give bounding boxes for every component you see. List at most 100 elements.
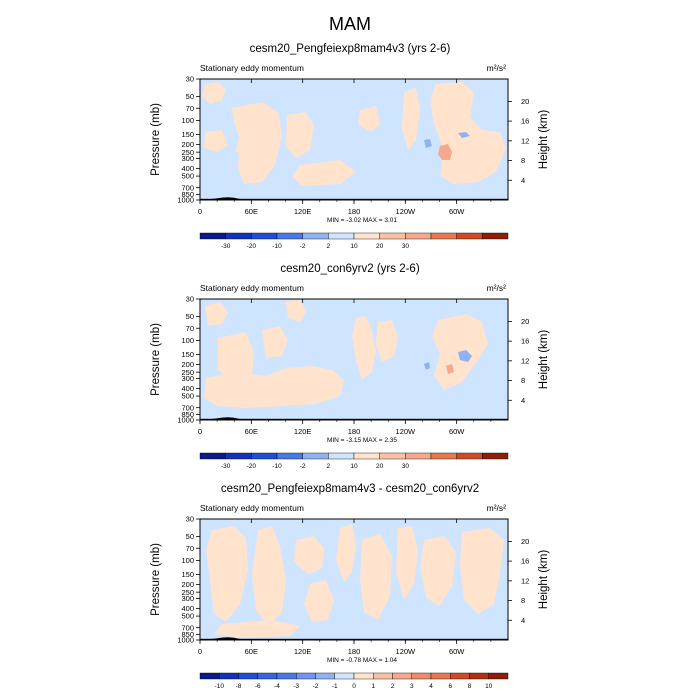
x-tick-label: 60W [449, 427, 465, 436]
contour-patch [424, 362, 430, 370]
y-right-tick-label: 16 [521, 117, 529, 126]
y-right-tick-label: 20 [521, 97, 529, 106]
y-axis-label: Pressure (mb) [150, 103, 162, 176]
min-max-stats: MIN = -3.15 MAX = 2.35 [327, 437, 397, 444]
x-tick-label: 60E [245, 647, 258, 656]
colorbar-swatch [225, 452, 252, 460]
y-tick-label: 500 [181, 172, 194, 181]
y-tick-label: 400 [181, 604, 194, 613]
y-right-tick-label: 4 [521, 616, 525, 625]
panel-title: cesm20_Pengfeiexp8mam4v3 - cesm20_con6yr… [221, 483, 479, 495]
colorbar-swatch [469, 672, 489, 680]
contour-patch [262, 326, 288, 358]
colorbar-label: -2 [313, 683, 319, 690]
colorbar-label: -2 [300, 243, 306, 250]
y-right-tick-label: 16 [521, 337, 529, 346]
contour-patch [205, 302, 228, 326]
x-tick-label: 180 [348, 647, 361, 656]
colorbar-swatch [276, 232, 303, 240]
figure-title: MAM [329, 14, 371, 34]
colorbar-swatch [334, 672, 355, 680]
x-tick-label: 120E [294, 427, 312, 436]
y-tick-label: 200 [181, 360, 194, 369]
y-right-axis-label: Height (km) [538, 110, 550, 170]
y-tick-label: 30 [186, 515, 194, 524]
colorbar-swatch [379, 232, 406, 240]
colorbar-label: 10 [350, 463, 358, 470]
contour-patch [202, 82, 226, 104]
contour-patch [458, 132, 470, 138]
contour-patch [232, 102, 282, 184]
contour-patch [252, 526, 286, 626]
panels: cesm20_Pengfeiexp8mam4v3 (yrs 2-6) Statio… [150, 43, 550, 690]
colorbar-swatch [353, 452, 380, 460]
y-right-tick-label: 12 [521, 136, 529, 145]
y-right-tick-label: 20 [521, 537, 529, 546]
contour-patch [336, 524, 356, 582]
panel-3: cesm20_Pengfeiexp8mam4v3 - cesm20_con6yr… [150, 483, 550, 690]
contour-patch [446, 364, 454, 374]
y-tick-label: 500 [181, 612, 194, 621]
y-tick-label: 50 [186, 312, 194, 321]
y-tick-label: 100 [181, 116, 194, 125]
x-tick-label: 60E [245, 427, 258, 436]
y-tick-label: 100 [181, 556, 194, 565]
colorbar-label: 1 [371, 683, 375, 690]
colorbar-label: 2 [327, 463, 331, 470]
colorbar-label: -10 [272, 463, 282, 470]
colorbar-swatch [405, 452, 432, 460]
panel-2: cesm20_con6yrv2 (yrs 2-6) Stationary eddy… [150, 263, 550, 470]
colorbar-label: 2 [391, 683, 395, 690]
contour-patch [358, 106, 380, 132]
y-tick-label: 850 [181, 190, 194, 199]
panel-1: cesm20_Pengfeiexp8mam4v3 (yrs 2-6) Statio… [150, 43, 550, 250]
units-label: m²/s² [487, 63, 507, 73]
contour-patch [204, 366, 344, 408]
colorbar-swatch [430, 452, 457, 460]
contour-patch [458, 350, 472, 362]
colorbar-swatch [257, 672, 278, 680]
contour-patch [292, 160, 356, 186]
colorbar-label: 10 [485, 683, 493, 690]
colorbar-label: -1 [332, 683, 338, 690]
x-tick-label: 0 [198, 647, 202, 656]
contour-patch [360, 534, 392, 620]
y-tick-label: 100 [181, 336, 194, 345]
units-label: m²/s² [487, 283, 507, 293]
y-right-tick-label: 8 [521, 376, 525, 385]
y-tick-label: 1000 [177, 636, 194, 645]
x-tick-label: 120W [396, 647, 417, 656]
colorbar-swatch [328, 452, 355, 460]
colorbar-swatch [296, 672, 316, 680]
min-max-stats: MIN = -3.02 MAX = 3.01 [327, 217, 397, 224]
colorbar-swatch [405, 232, 432, 240]
y-tick-label: 1000 [177, 416, 194, 425]
y-right-tick-label: 8 [521, 156, 525, 165]
colorbar-swatch [199, 672, 220, 680]
colorbar-label: 30 [402, 463, 410, 470]
colorbar-label: -6 [255, 683, 261, 690]
y-tick-label: 400 [181, 164, 194, 173]
panel-title: cesm20_Pengfeiexp8mam4v3 (yrs 2-6) [250, 43, 451, 55]
y-right-tick-label: 4 [521, 176, 525, 185]
contour-patch [294, 536, 324, 574]
y-tick-label: 850 [181, 410, 194, 419]
colorbar: -30 -20 -10 -2 2 10 20 30 [199, 452, 509, 470]
colorbar-swatch [199, 452, 226, 460]
panel-subtitle: Stationary eddy momentum [200, 503, 304, 513]
contour-patch [236, 137, 254, 158]
colorbar-swatch [379, 452, 406, 460]
colorbar-swatch [302, 452, 329, 460]
colorbar-swatch [430, 672, 451, 680]
colorbar-swatch [302, 232, 329, 240]
y-tick-label: 150 [181, 350, 194, 359]
colorbar-label: -20 [247, 243, 257, 250]
colorbar-label: -2 [300, 463, 306, 470]
colorbar-label: -20 [247, 463, 257, 470]
colorbar-swatch [456, 232, 483, 240]
colorbar-swatch [276, 452, 303, 460]
colorbar-swatch [238, 672, 258, 680]
x-tick-label: 0 [198, 427, 202, 436]
y-axis-label: Pressure (mb) [150, 543, 162, 616]
y-right-tick-label: 4 [521, 396, 525, 405]
